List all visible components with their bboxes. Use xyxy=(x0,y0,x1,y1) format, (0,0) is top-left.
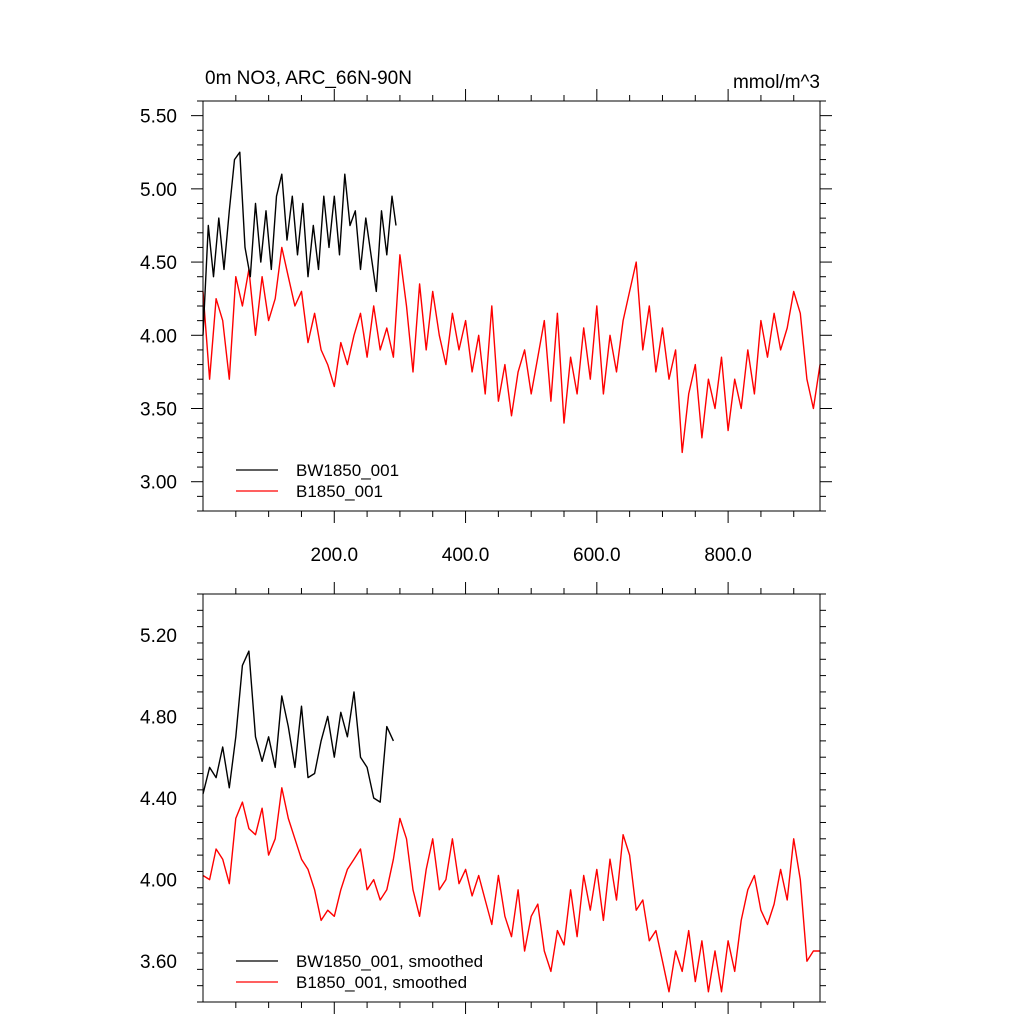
bottom-series-black-line xyxy=(202,650,395,803)
bottom-y-tick-label: 4.40 xyxy=(140,789,177,810)
bottom-legend-label-black: BW1850_001, smoothed xyxy=(296,952,483,971)
top-series-black-line xyxy=(202,151,397,336)
top-plot-area xyxy=(202,151,821,454)
top-title: 0m NO3, ARC_66N-90N xyxy=(205,68,412,89)
top-ticks: 3.00 3.50 4.00 4.50 5.00 5.50 200.0 400.0 600.0 8… xyxy=(140,89,832,566)
top-x-tick-label: 200.0 xyxy=(311,545,359,566)
top-x-tick-label: 800.0 xyxy=(704,545,752,566)
top-frame xyxy=(202,100,821,512)
bottom-y-tick-label: 3.60 xyxy=(140,952,177,973)
top-y-tick-label: 4.00 xyxy=(140,326,177,347)
top-legend-label-black: BW1850_001 xyxy=(296,461,399,480)
bottom-legend: BW1850_001, smoothed B1850_001, smoothed xyxy=(236,952,483,992)
top-panel: 0m NO3, ARC_66N-90N mmol/m^3 3.00 3.50 4.0… xyxy=(140,68,832,566)
top-x-tick-label: 600.0 xyxy=(573,545,621,566)
bottom-y-tick-label: 4.80 xyxy=(140,707,177,728)
top-y-tick-label: 4.50 xyxy=(140,253,177,274)
top-legend-label-red: B1850_001 xyxy=(296,482,383,501)
bottom-frame xyxy=(202,593,821,1003)
top-legend: BW1850_001 B1850_001 xyxy=(236,461,399,501)
top-units: mmol/m^3 xyxy=(733,72,820,93)
top-x-tick-label: 400.0 xyxy=(442,545,490,566)
bottom-panel: 3.60 4.00 4.40 4.80 5.20 BW1850_001, smoothe… xyxy=(140,582,826,1014)
bottom-series-red-line xyxy=(202,787,820,993)
bottom-legend-label-red: B1850_001, smoothed xyxy=(296,973,467,992)
top-y-tick-label: 5.50 xyxy=(140,107,177,128)
top-series-red-line xyxy=(202,246,821,454)
bottom-y-tick-label: 5.20 xyxy=(140,626,177,647)
top-y-tick-label: 3.00 xyxy=(140,473,177,494)
bottom-y-tick-label: 4.00 xyxy=(140,871,177,892)
bottom-plot-area xyxy=(202,650,820,993)
top-y-tick-label: 5.00 xyxy=(140,180,177,201)
bottom-ticks: 3.60 4.00 4.40 4.80 5.20 xyxy=(140,582,826,1014)
top-y-tick-label: 3.50 xyxy=(140,400,177,421)
